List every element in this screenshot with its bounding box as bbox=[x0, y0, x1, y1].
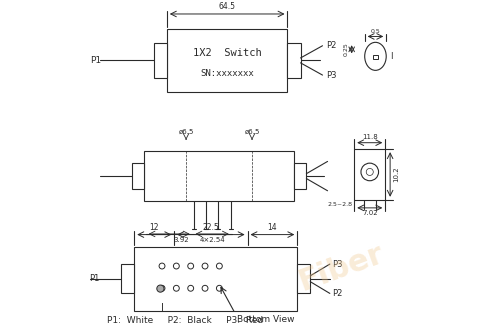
Circle shape bbox=[157, 285, 164, 292]
Bar bbox=[132, 164, 144, 189]
Bar bbox=[298, 265, 310, 293]
Bar bbox=[134, 247, 298, 311]
Text: P1: P1 bbox=[90, 56, 102, 65]
Bar bbox=[288, 43, 300, 78]
Text: P3: P3 bbox=[332, 260, 343, 268]
Bar bbox=[167, 29, 288, 92]
Text: 0.5: 0.5 bbox=[370, 29, 380, 34]
Text: ø6.5: ø6.5 bbox=[178, 129, 194, 134]
Bar bbox=[144, 151, 294, 201]
Text: Bottom View: Bottom View bbox=[237, 316, 294, 324]
Text: P1:  White     P2:  Black     P3:  Red: P1: White P2: Black P3: Red bbox=[107, 316, 263, 325]
Text: 4×2.54: 4×2.54 bbox=[200, 237, 225, 243]
Text: 7.02: 7.02 bbox=[362, 210, 378, 216]
Text: Fiber: Fiber bbox=[294, 239, 388, 297]
Text: SN:xxxxxxx: SN:xxxxxxx bbox=[200, 69, 254, 77]
Text: I: I bbox=[390, 52, 392, 61]
Text: 22.5: 22.5 bbox=[202, 223, 220, 232]
Text: ø6.5: ø6.5 bbox=[244, 129, 260, 134]
Bar bbox=[122, 265, 134, 293]
Text: 11.8: 11.8 bbox=[362, 134, 378, 140]
Bar bbox=[373, 55, 378, 59]
Bar bbox=[154, 43, 167, 78]
Text: 12: 12 bbox=[150, 223, 159, 232]
Text: P2: P2 bbox=[332, 289, 343, 298]
Text: 3.92: 3.92 bbox=[174, 237, 190, 243]
Bar bbox=[354, 149, 385, 200]
Text: 2.5~2.8: 2.5~2.8 bbox=[328, 202, 352, 207]
Text: 10.2: 10.2 bbox=[394, 167, 400, 182]
Text: 0.25: 0.25 bbox=[344, 43, 349, 56]
Text: 1X2  Switch: 1X2 Switch bbox=[193, 48, 262, 58]
Text: 64.5: 64.5 bbox=[218, 2, 236, 11]
Text: P1: P1 bbox=[88, 274, 99, 283]
Text: P3: P3 bbox=[326, 71, 336, 79]
Text: I: I bbox=[160, 303, 164, 313]
Text: P2: P2 bbox=[326, 41, 336, 50]
Text: 14: 14 bbox=[268, 223, 277, 232]
Bar bbox=[294, 164, 306, 189]
